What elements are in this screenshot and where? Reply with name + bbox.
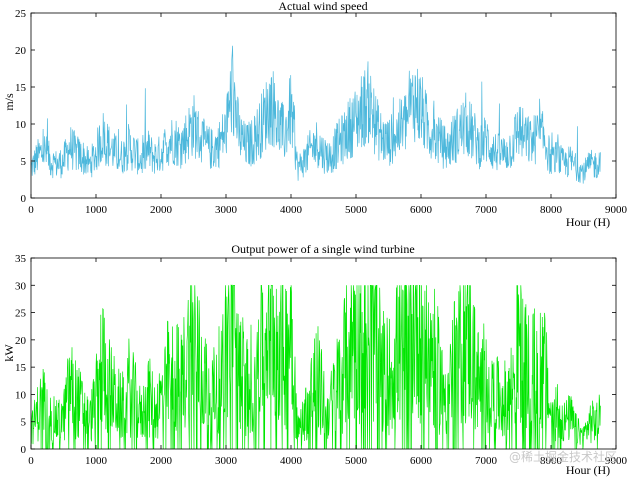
y-tick-label: 20 (15, 45, 27, 57)
x-tick-label: 9000 (605, 455, 627, 467)
series-line-0 (30, 45, 601, 184)
x-tick-label: 2000 (150, 455, 173, 467)
y-tick-label: 0 (21, 444, 27, 456)
watermark: @稀土掘金技术社区 (508, 450, 617, 464)
y-tick-label: 5 (21, 417, 27, 429)
wind-speed-chart: Actual wind speed m/s Hour (H) 0 1000 2000… (2, 0, 627, 229)
y-ticks: 0 5 10 15 20 25 (15, 8, 616, 205)
plot-frame (30, 12, 617, 199)
x-tick-label: 8000 (540, 455, 563, 467)
turbine-power-series (30, 284, 601, 450)
y-tick-label: 35 (15, 253, 27, 265)
x-tick-label: 8000 (540, 204, 563, 216)
turbine-power-chart: Output power of a single wind turbine kW… (2, 242, 627, 477)
x-tick-label: 2000 (150, 204, 173, 216)
y-tick-label: 25 (15, 308, 27, 320)
y-tick-label: 10 (15, 389, 27, 401)
chart-title: Actual wind speed (278, 0, 367, 13)
x-tick-label: 4000 (280, 204, 303, 216)
x-axis-label: Hour (H) (566, 463, 610, 477)
wind-speed-series (30, 45, 601, 184)
y-tick-label: 25 (15, 8, 27, 20)
y-tick-label: 10 (15, 119, 27, 131)
y-tick-label: 0 (21, 193, 27, 205)
x-ticks: 0 1000 2000 3000 4000 5000 6000 7000 8000 9000 (28, 258, 627, 467)
x-axis-label: Hour (H) (566, 215, 610, 229)
x-tick-label: 4000 (280, 455, 303, 467)
x-tick-label: 3000 (215, 204, 238, 216)
x-tick-label: 9000 (605, 204, 627, 216)
x-tick-label: 5000 (345, 455, 368, 467)
chart-title: Output power of a single wind turbine (231, 242, 414, 256)
x-tick-label: 1000 (85, 455, 108, 467)
y-axis-label: m/s (2, 93, 16, 111)
x-tick-label: 0 (28, 204, 34, 216)
y-tick-label: 20 (15, 335, 27, 347)
y-tick-label: 15 (15, 362, 27, 374)
y-axis-label: kW (2, 344, 16, 362)
x-tick-label: 1000 (85, 204, 108, 216)
y-ticks: 0 5 10 15 20 25 30 35 (15, 253, 616, 456)
x-tick-label: 0 (28, 455, 34, 467)
x-tick-label: 7000 (475, 455, 498, 467)
y-tick-label: 30 (15, 280, 27, 292)
plot-frame (30, 257, 617, 450)
y-tick-label: 15 (15, 82, 27, 94)
x-tick-label: 6000 (410, 204, 433, 216)
x-tick-label: 3000 (215, 455, 238, 467)
x-tick-label: 5000 (345, 204, 368, 216)
series-line-0 (30, 284, 601, 450)
x-ticks: 0 1000 2000 3000 4000 5000 6000 7000 8000 9000 (28, 13, 627, 216)
y-tick-label: 5 (21, 156, 27, 168)
x-tick-label: 7000 (475, 204, 498, 216)
x-tick-label: 6000 (410, 455, 433, 467)
